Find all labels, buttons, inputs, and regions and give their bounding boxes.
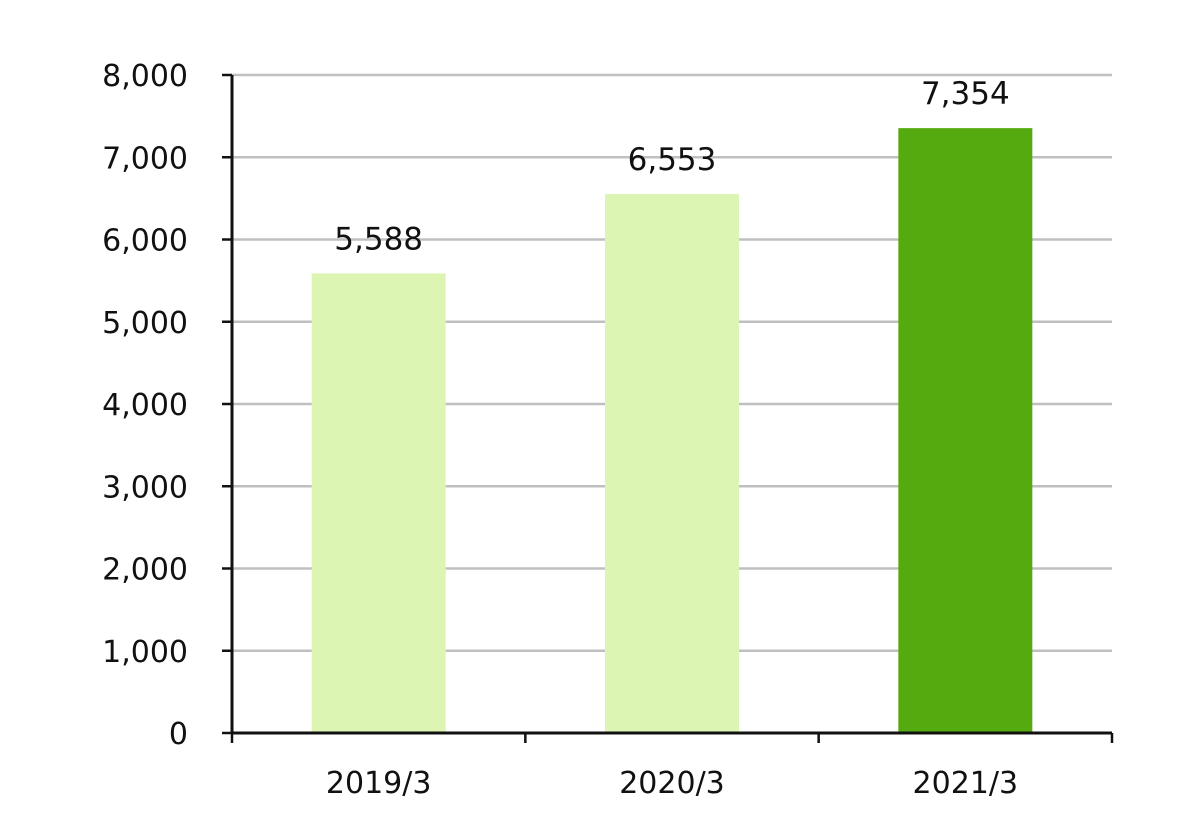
bars xyxy=(311,128,1033,734)
data-labels: 5,588 6,553 7,354 xyxy=(334,76,1009,257)
y-tick-label: 6,000 xyxy=(102,224,188,259)
bar xyxy=(605,194,739,733)
y-tick-label: 4,000 xyxy=(102,388,188,423)
y-axis-ticks: 0 1,000 2,000 3,000 4,000 5,000 6,000 7,000 8,00… xyxy=(102,59,232,752)
x-tick-label: 2020/3 xyxy=(619,766,725,801)
x-tick-label: 2019/3 xyxy=(326,766,432,801)
y-tick-label: 0 xyxy=(169,717,188,752)
y-tick-label: 2,000 xyxy=(102,553,188,588)
y-tick-label: 8,000 xyxy=(102,59,188,94)
y-tick-label: 1,000 xyxy=(102,635,188,670)
bar xyxy=(898,128,1033,734)
data-label: 5,588 xyxy=(334,221,423,257)
y-tick-label: 5,000 xyxy=(102,306,188,341)
bar xyxy=(311,273,446,733)
y-tick-label: 3,000 xyxy=(102,470,188,505)
data-label: 6,553 xyxy=(628,142,717,178)
x-axis-ticks: 2019/3 2020/3 2021/3 xyxy=(230,733,1114,801)
x-tick-label: 2021/3 xyxy=(913,766,1019,801)
data-label: 7,354 xyxy=(921,76,1010,112)
y-tick-label: 7,000 xyxy=(102,141,188,176)
